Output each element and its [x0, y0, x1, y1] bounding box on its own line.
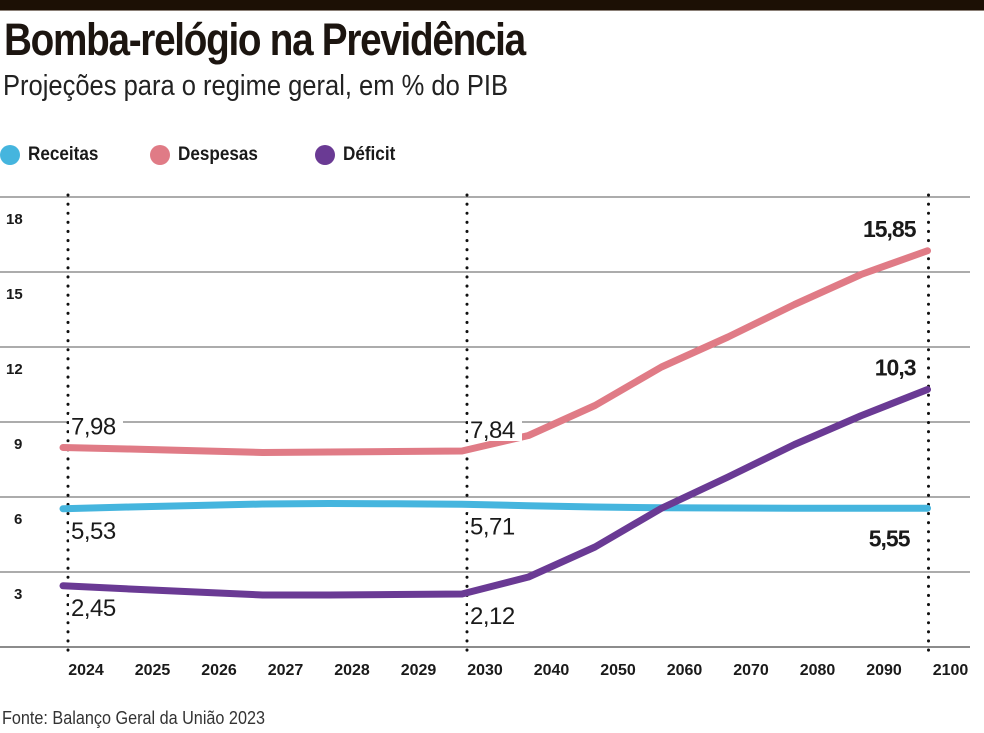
data-label-background: [69, 517, 123, 542]
legend-item-deficit: Déficit: [315, 144, 401, 166]
x-tick-label: 2027: [268, 662, 304, 679]
series-line-despesas: [59, 247, 931, 456]
series-line-receitas: [59, 500, 931, 513]
legend-item-receitas: Receitas: [0, 144, 106, 166]
data-label-background: [468, 417, 522, 441]
legend-dot-deficit-icon: [315, 145, 335, 165]
y-tick-label: 12: [6, 361, 23, 378]
series-lines: [59, 247, 931, 599]
legend-item-despesas: Despesas: [150, 144, 267, 166]
x-tick-label: 2028: [334, 662, 370, 679]
top-bar: [0, 0, 984, 11]
y-tick-label: 9: [14, 436, 22, 453]
x-tick-label: 2090: [866, 662, 902, 679]
x-tick-label: 2030: [467, 662, 503, 679]
x-tick-label: 2070: [733, 662, 769, 679]
x-tick-label: 2029: [401, 662, 437, 679]
data-label-despesas-2100: 15,85: [863, 216, 917, 242]
y-tick-label: 3: [14, 586, 22, 603]
x-tick-label: 2026: [201, 662, 237, 679]
series-line-déficit: [59, 386, 931, 599]
x-tick-label: 2050: [600, 662, 636, 679]
data-label-déficit-2030: 2,12: [470, 603, 515, 630]
x-tick-label: 2040: [534, 662, 570, 679]
x-axis-ticks: 2024 2025 2026 2027 2028 2029 2030 2040 2050 2060…: [68, 662, 968, 679]
data-label-background: [69, 594, 123, 619]
data-label-receitas-2100: 5,55: [869, 525, 911, 551]
data-label-déficit-2024: 2,45: [71, 595, 116, 622]
highlight-vertical-lines: [66, 193, 930, 657]
data-label-receitas-2030: 5,71: [470, 513, 515, 540]
legend-label-receitas: Receitas: [28, 144, 99, 165]
x-tick-label: 2100: [933, 662, 969, 679]
data-label-background: [69, 413, 123, 438]
data-label-background: [468, 603, 522, 627]
x-tick-label: 2025: [135, 662, 171, 679]
chart-subtitle: Projeções para o regime geral, em % do P…: [3, 70, 508, 102]
source-note: Fonte: Balanço Geral da União 2023: [2, 708, 265, 728]
y-axis-ticks: 3 6 9 12 15 18: [6, 211, 23, 603]
data-labels: 7,98 7,84 15,85 5,53 5,71 5,55 2,45 2,12 10,3: [69, 216, 918, 630]
y-tick-label: 6: [14, 511, 22, 528]
x-tick-label: 2024: [68, 662, 104, 679]
data-label-receitas-2024: 5,53: [71, 518, 116, 545]
data-label-déficit-2100: 10,3: [875, 355, 916, 381]
data-label-background: [468, 513, 522, 538]
data-label-despesas-2030: 7,84: [470, 417, 515, 444]
x-tick-label: 2060: [667, 662, 703, 679]
legend-label-deficit: Déficit: [343, 144, 396, 165]
data-label-despesas-2024: 7,98: [71, 414, 116, 441]
chart-title: Bomba-relógio na Previdência: [4, 14, 526, 65]
legend-dot-receitas-icon: [0, 145, 20, 165]
legend-dot-despesas-icon: [150, 145, 170, 165]
y-tick-label: 18: [6, 211, 23, 228]
y-tick-label: 15: [6, 286, 23, 303]
legend-label-despesas: Despesas: [178, 144, 258, 165]
x-tick-label: 2080: [800, 662, 836, 679]
